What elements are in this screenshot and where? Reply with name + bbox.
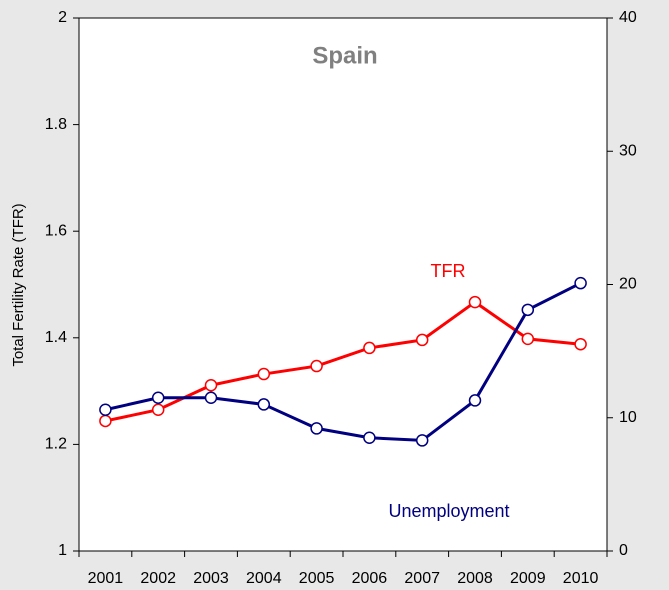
x-tick-label: 2007 [404, 570, 440, 587]
series-label: Unemployment [388, 501, 509, 521]
point [363, 431, 376, 444]
x-tick-label: 2005 [299, 570, 335, 587]
point [468, 394, 482, 407]
point [204, 391, 218, 405]
point [99, 403, 112, 417]
y-tick-label: 1 [58, 542, 67, 559]
point [99, 414, 112, 428]
y2-tick-label: 20 [619, 276, 637, 293]
y-tick-label: 1.6 [45, 222, 67, 239]
point [521, 303, 535, 317]
y-tick-label: 2 [58, 9, 67, 26]
point [257, 398, 271, 411]
point [415, 434, 429, 447]
point [257, 367, 271, 381]
y2-tick-label: 10 [619, 409, 637, 426]
y-tick-label: 1.2 [45, 436, 67, 453]
x-tick-label: 2004 [246, 570, 282, 587]
point [204, 378, 218, 392]
plot-area [78, 17, 608, 552]
y-tick-label: 1.8 [45, 116, 67, 133]
chart-title: Spain [312, 42, 377, 69]
x-tick-label: 2002 [140, 570, 176, 587]
point [415, 333, 429, 347]
point [310, 359, 323, 373]
series-line [105, 281, 582, 442]
x-tick-label: 2010 [563, 570, 599, 587]
point [151, 391, 165, 405]
point [574, 337, 587, 351]
x-tick-label: 2003 [193, 570, 229, 587]
y2-tick-label: 40 [619, 9, 637, 26]
point [468, 295, 482, 309]
series-label: TFR [431, 261, 466, 281]
point [574, 276, 587, 290]
y2-tick-label: 30 [619, 142, 637, 159]
y-tick-label: 1.4 [45, 329, 67, 346]
point [363, 341, 376, 355]
y2-tick-label: 0 [619, 542, 628, 559]
point [310, 422, 323, 435]
point [151, 403, 165, 417]
point [521, 332, 535, 346]
y-axis-label: Total Fertility Rate (TFR) [10, 203, 27, 366]
x-tick-label: 2006 [352, 570, 388, 587]
x-tick-label: 2009 [510, 570, 546, 587]
x-tick-label: 2001 [88, 570, 124, 587]
x-tick-label: 2008 [457, 570, 493, 587]
